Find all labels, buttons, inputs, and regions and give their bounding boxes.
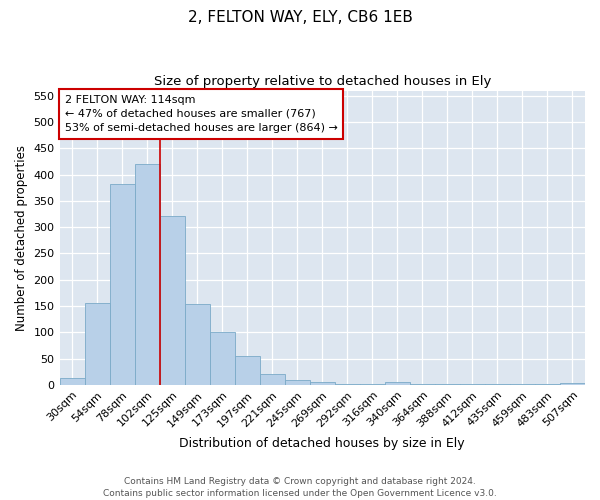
Text: Contains HM Land Registry data © Crown copyright and database right 2024.
Contai: Contains HM Land Registry data © Crown c… [103, 476, 497, 498]
Bar [410, 384, 435, 385]
Bar [85, 304, 110, 385]
Bar [310, 382, 335, 385]
Bar [460, 384, 485, 385]
Bar [235, 356, 260, 385]
Bar [485, 384, 510, 385]
Bar [110, 184, 134, 385]
Bar [209, 332, 235, 385]
Title: Size of property relative to detached houses in Ely: Size of property relative to detached ho… [154, 75, 491, 88]
Bar [335, 384, 360, 385]
Y-axis label: Number of detached properties: Number of detached properties [15, 144, 28, 330]
Bar [260, 374, 285, 385]
Bar [185, 304, 209, 385]
Bar [360, 384, 385, 385]
Bar [535, 384, 560, 385]
Text: 2, FELTON WAY, ELY, CB6 1EB: 2, FELTON WAY, ELY, CB6 1EB [188, 10, 412, 25]
X-axis label: Distribution of detached houses by size in Ely: Distribution of detached houses by size … [179, 437, 465, 450]
Bar [510, 384, 535, 385]
Bar [134, 164, 160, 385]
Bar [435, 384, 460, 385]
Bar [285, 380, 310, 385]
Text: 2 FELTON WAY: 114sqm
← 47% of detached houses are smaller (767)
53% of semi-deta: 2 FELTON WAY: 114sqm ← 47% of detached h… [65, 95, 338, 133]
Bar [59, 378, 85, 385]
Bar [385, 382, 410, 385]
Bar [160, 216, 185, 385]
Bar [560, 383, 585, 385]
